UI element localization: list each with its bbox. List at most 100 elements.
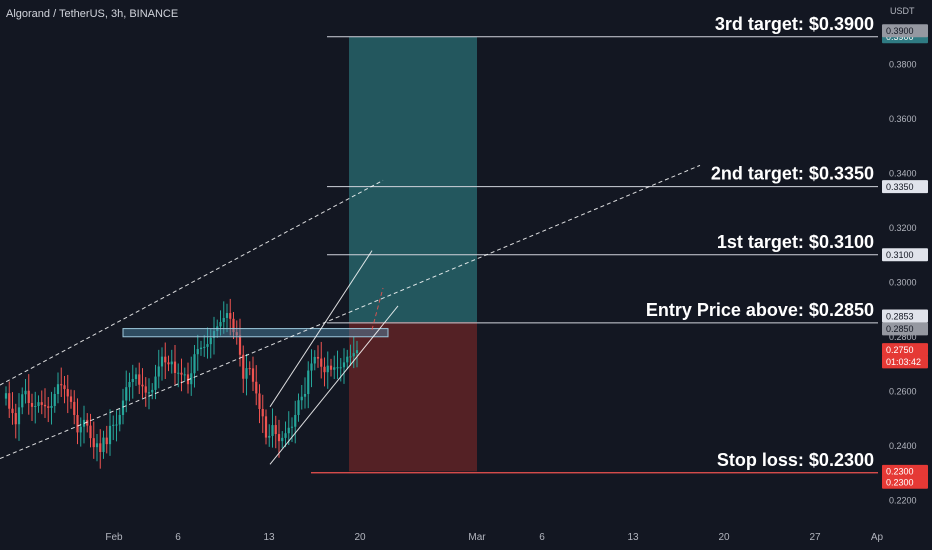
candle — [245, 353, 248, 396]
candle-body — [89, 425, 92, 439]
candle-body — [268, 435, 271, 438]
candle — [342, 348, 346, 384]
candle-body — [118, 414, 121, 425]
candle — [69, 389, 73, 409]
x-tick-label: 6 — [539, 532, 545, 543]
candle — [268, 424, 271, 447]
candle — [219, 310, 222, 336]
candle-body — [339, 367, 342, 369]
candle-body — [154, 376, 157, 390]
candle — [128, 372, 131, 402]
candle — [47, 396, 50, 423]
candle-body — [69, 396, 73, 402]
candle-body — [56, 384, 60, 394]
candle — [63, 376, 66, 404]
resistance-zone-box — [122, 328, 389, 338]
candle — [307, 361, 310, 409]
candle — [326, 351, 329, 389]
candle — [131, 364, 134, 399]
candle — [160, 347, 164, 381]
candle-body — [303, 393, 307, 397]
candle-body — [147, 392, 151, 394]
candle-body — [352, 353, 355, 357]
candle-body — [141, 384, 144, 387]
candle-body — [73, 401, 76, 415]
candle — [37, 395, 40, 413]
candle-body — [290, 426, 294, 428]
candle-body — [294, 414, 297, 427]
candle-body — [300, 396, 303, 401]
candle — [271, 408, 274, 448]
candle-body — [115, 424, 118, 426]
candle-body — [99, 443, 102, 453]
candle-body — [212, 331, 216, 338]
candle-body — [138, 374, 141, 385]
candle-body — [346, 356, 349, 363]
candle — [164, 342, 167, 380]
candle-body — [14, 413, 17, 425]
stop-zone — [349, 322, 477, 472]
x-tick-label: 6 — [175, 532, 181, 543]
price-axis-label: 01:03:42 — [882, 355, 928, 369]
wedge-upper-line — [269, 250, 373, 408]
candle-body — [27, 390, 30, 403]
candle-body — [21, 394, 24, 408]
x-tick-label: 13 — [263, 532, 275, 543]
candle — [232, 311, 235, 339]
candle-body — [219, 322, 222, 327]
candle — [79, 417, 82, 447]
candle — [297, 393, 300, 422]
candle — [56, 372, 60, 404]
x-tick-label: 20 — [718, 532, 730, 543]
candle — [118, 408, 121, 432]
candle-body — [342, 362, 346, 368]
currency-label: USDT — [890, 6, 915, 16]
candle-body — [251, 368, 255, 382]
candle-body — [112, 424, 115, 426]
candle — [251, 356, 255, 391]
candle-body — [86, 419, 89, 426]
candle-body — [102, 437, 105, 453]
candle — [277, 419, 281, 458]
candle-body — [206, 344, 209, 347]
candle — [196, 334, 199, 371]
candle-body — [310, 363, 313, 371]
candle — [170, 349, 173, 374]
price-axis-label-text: 0.2853 — [886, 311, 914, 321]
candle-body — [167, 362, 170, 365]
candle — [242, 345, 245, 393]
candle — [108, 409, 112, 456]
x-tick-label: 20 — [354, 532, 366, 543]
candle — [105, 425, 108, 454]
candle-body — [8, 393, 11, 409]
candle — [355, 340, 359, 368]
price-axis-label-bg — [882, 355, 928, 369]
candle — [173, 344, 177, 385]
candle-body — [50, 405, 53, 408]
candle-body — [209, 337, 212, 345]
candle-body — [333, 367, 336, 370]
annotation-label: Stop loss: $0.2300 — [717, 450, 874, 470]
candle-body — [248, 368, 251, 370]
x-tick-label: 13 — [627, 532, 639, 543]
candle-body — [34, 405, 37, 407]
candle — [125, 370, 128, 413]
breakout-projection-line — [371, 287, 384, 330]
candle — [225, 303, 229, 333]
candle-body — [261, 408, 264, 417]
candle — [17, 393, 21, 441]
candle — [147, 378, 151, 410]
candle — [53, 387, 56, 413]
y-tick-label: 0.3200 — [889, 223, 917, 233]
candle — [167, 355, 170, 372]
candle — [134, 367, 138, 386]
candle — [180, 358, 183, 392]
candle — [281, 431, 284, 448]
candle-body — [222, 317, 225, 323]
price-axis-label: 0.3350 — [882, 180, 928, 194]
candle — [86, 413, 89, 433]
candle — [99, 429, 102, 469]
candle-body — [121, 400, 125, 415]
price-axis-label-text: 0.2300 — [886, 467, 914, 477]
